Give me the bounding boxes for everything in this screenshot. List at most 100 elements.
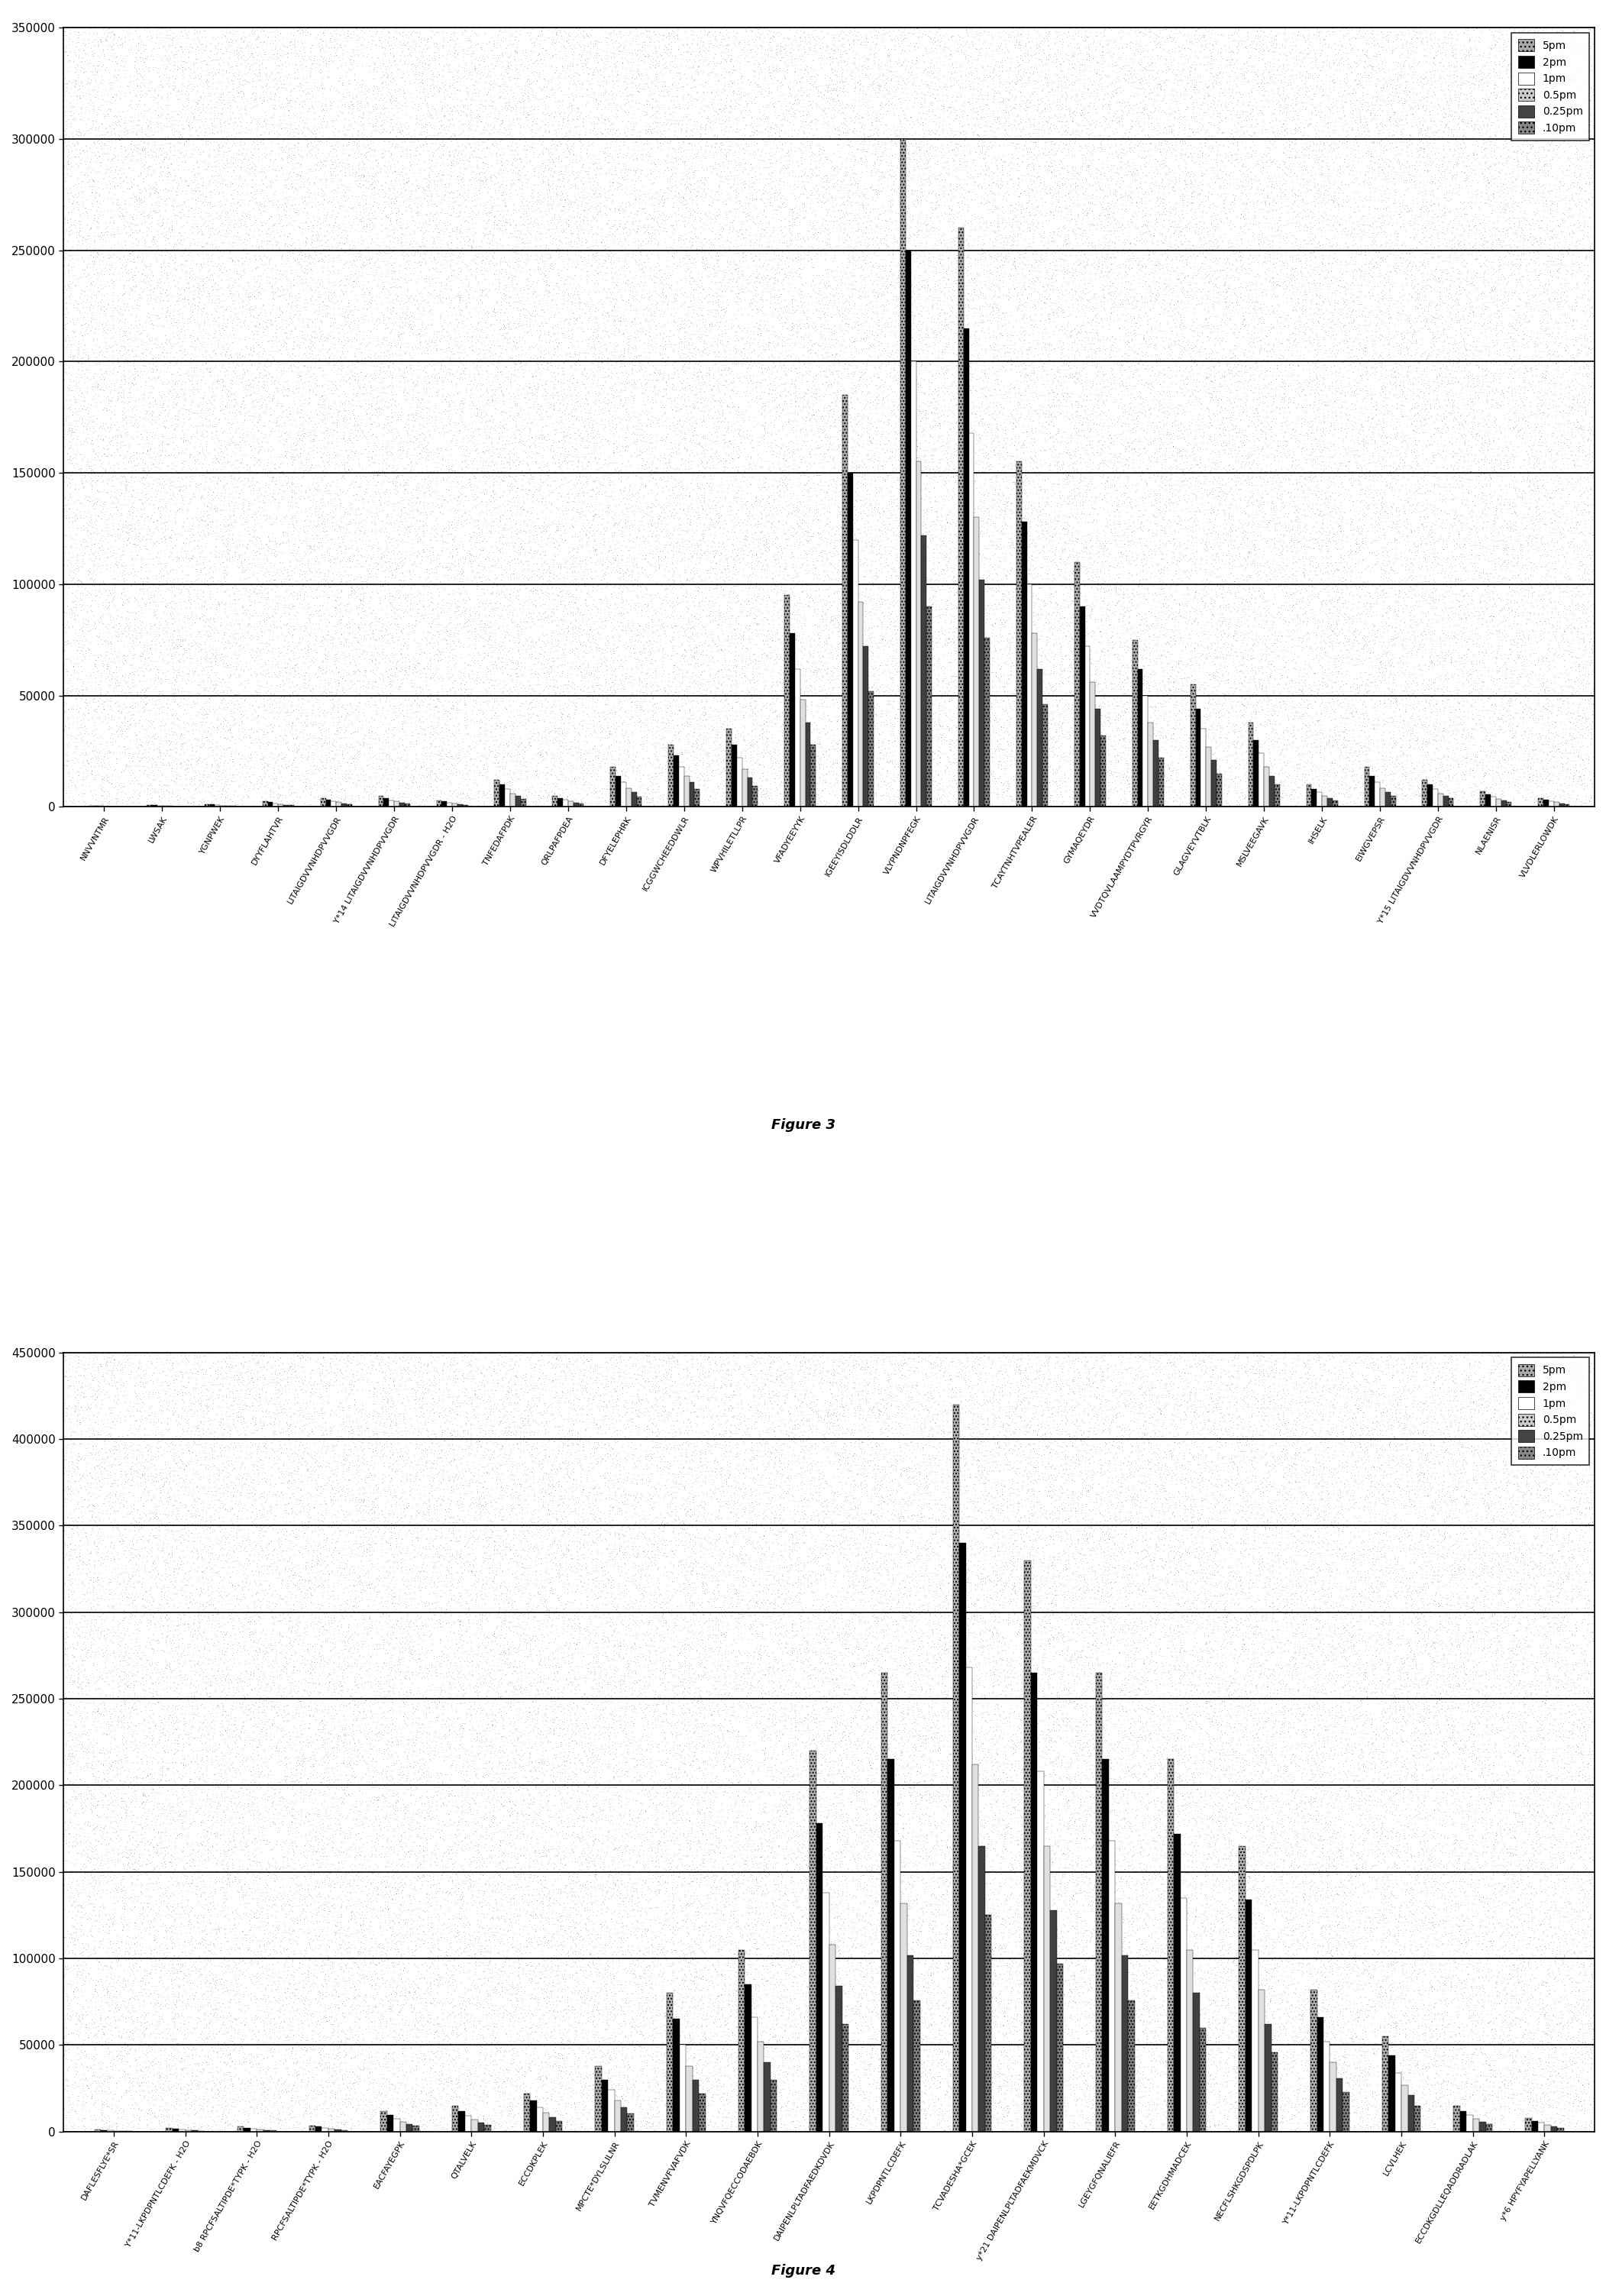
Point: [628, 647, 654, 684]
Point: [557, 1685, 583, 1722]
Point: [808, 236, 834, 273]
Point: [880, 57, 906, 94]
Point: [1235, 1844, 1261, 1880]
Point: [210, 1644, 236, 1681]
Point: [1368, 1809, 1394, 1846]
Point: [541, 1915, 567, 1952]
Point: [345, 588, 371, 625]
Point: [111, 1665, 137, 1701]
Point: [413, 117, 438, 154]
Point: [1280, 1541, 1306, 1577]
Point: [1487, 1575, 1513, 1612]
Point: [691, 280, 716, 317]
Point: [406, 416, 432, 452]
Point: [938, 1926, 964, 1963]
Point: [467, 170, 493, 207]
Point: [331, 298, 357, 335]
Point: [324, 1607, 350, 1644]
Point: [1254, 501, 1280, 537]
Point: [564, 243, 589, 280]
Point: [768, 225, 793, 262]
Point: [151, 680, 177, 716]
Point: [344, 2066, 369, 2103]
Point: [816, 1756, 842, 1793]
Point: [56, 429, 82, 466]
Point: [1301, 400, 1327, 436]
Point: [1457, 57, 1482, 94]
Point: [931, 255, 957, 292]
Point: [660, 344, 686, 381]
Point: [390, 1699, 416, 1736]
Point: [827, 372, 853, 409]
Point: [1392, 1800, 1418, 1837]
Point: [1457, 1483, 1482, 1520]
Point: [914, 1577, 940, 1614]
Point: [1152, 46, 1177, 83]
Point: [658, 629, 684, 666]
Point: [169, 174, 194, 211]
Point: [1447, 1917, 1473, 1954]
Point: [241, 289, 267, 326]
Point: [1425, 1378, 1450, 1414]
Point: [1319, 1339, 1344, 1375]
Point: [1548, 278, 1574, 315]
Point: [622, 363, 647, 400]
Point: [1408, 390, 1434, 427]
Point: [305, 1841, 331, 1878]
Point: [877, 1401, 903, 1437]
Point: [64, 567, 90, 604]
Point: [238, 1499, 263, 1536]
Point: [1010, 1981, 1036, 2018]
Point: [1198, 487, 1224, 523]
Point: [697, 2073, 723, 2110]
Point: [984, 732, 1010, 769]
Point: [223, 37, 249, 73]
Point: [1466, 1536, 1492, 1573]
Point: [620, 606, 646, 643]
Point: [1082, 2096, 1108, 2133]
Point: [1349, 1970, 1375, 2007]
Point: [1169, 1566, 1195, 1603]
Point: [374, 209, 400, 246]
Point: [1042, 544, 1068, 581]
Point: [1203, 574, 1229, 611]
Point: [77, 168, 103, 204]
Point: [262, 707, 287, 744]
Point: [55, 37, 80, 73]
Point: [856, 1545, 882, 1582]
Point: [1498, 1846, 1524, 1883]
Point: [369, 2000, 395, 2037]
Point: [570, 165, 596, 202]
Point: [98, 422, 124, 459]
Point: [1195, 1991, 1221, 2027]
Point: [296, 243, 321, 280]
Point: [909, 691, 935, 728]
Point: [825, 1600, 851, 1637]
Point: [585, 1972, 610, 2009]
Point: [485, 1467, 511, 1504]
Point: [792, 466, 817, 503]
Point: [665, 11, 691, 48]
Point: [1262, 553, 1288, 590]
Point: [1161, 466, 1187, 503]
Point: [1420, 615, 1445, 652]
Point: [1559, 1440, 1585, 1476]
Point: [1469, 478, 1495, 514]
Point: [66, 1688, 92, 1724]
Point: [906, 2023, 931, 2060]
Point: [565, 553, 591, 590]
Point: [808, 2050, 834, 2087]
Point: [1147, 1754, 1172, 1791]
Point: [1046, 383, 1071, 420]
Point: [1347, 567, 1373, 604]
Point: [483, 501, 509, 537]
Point: [949, 774, 975, 810]
Point: [1383, 1864, 1408, 1901]
Point: [1184, 677, 1209, 714]
Point: [1559, 1412, 1585, 1449]
Point: [231, 1626, 257, 1662]
Point: [1412, 1573, 1437, 1609]
Point: [728, 1545, 753, 1582]
Point: [777, 1619, 803, 1655]
Point: [454, 1926, 480, 1963]
